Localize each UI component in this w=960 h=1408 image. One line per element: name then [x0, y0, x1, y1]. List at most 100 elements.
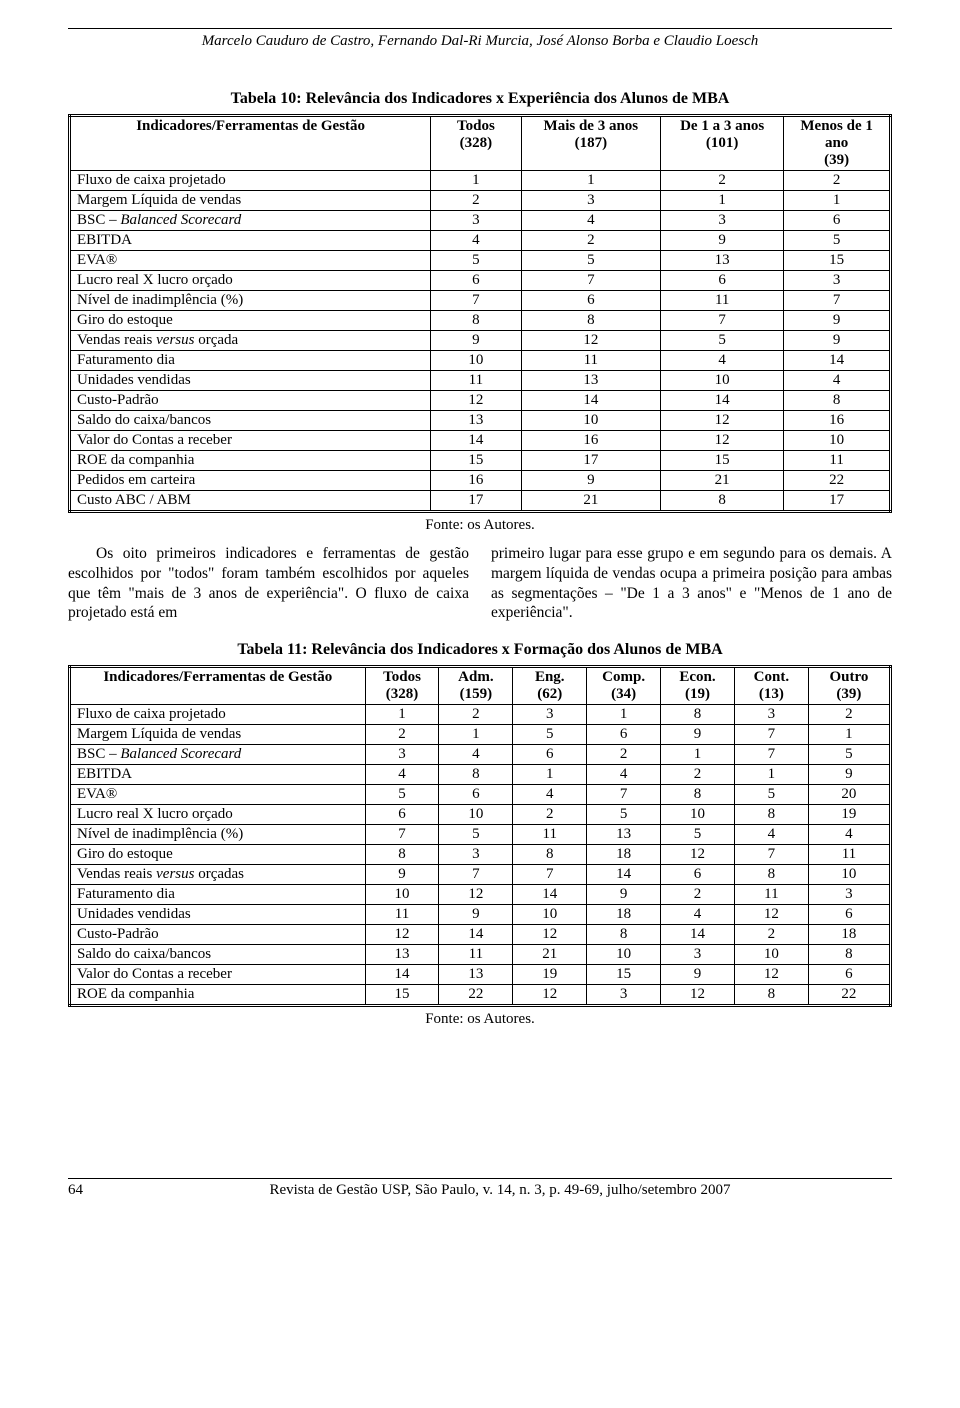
cell: 12: [661, 985, 735, 1006]
cell: 11: [431, 371, 521, 391]
cell: 12: [431, 391, 521, 411]
cell: 9: [431, 331, 521, 351]
cell: 1: [431, 171, 521, 191]
cell: 2: [661, 765, 735, 785]
cell: 7: [365, 825, 439, 845]
table11-source: Fonte: os Autores.: [68, 1011, 892, 1028]
row-label: Valor do Contas a receber: [70, 965, 366, 985]
cell: 5: [513, 725, 587, 745]
table-row: Nível de inadimplência (%)76117: [70, 291, 891, 311]
cell: 8: [734, 805, 808, 825]
cell: 4: [587, 765, 661, 785]
column-header: Todos(328): [365, 667, 439, 705]
column-header: Indicadores/Ferramentas de Gestão: [70, 116, 431, 171]
cell: 4: [431, 231, 521, 251]
cell: 8: [439, 765, 513, 785]
cell: 12: [734, 905, 808, 925]
table-row: Faturamento dia10121492113: [70, 885, 891, 905]
cell: 2: [661, 171, 784, 191]
cell: 6: [365, 805, 439, 825]
table-row: Faturamento dia1011414: [70, 351, 891, 371]
cell: 18: [587, 845, 661, 865]
cell: 8: [365, 845, 439, 865]
cell: 6: [587, 725, 661, 745]
table-row: Pedidos em carteira1692122: [70, 471, 891, 491]
table-row: Custo-Padrão121412814218: [70, 925, 891, 945]
authors-line: Marcelo Cauduro de Castro, Fernando Dal-…: [68, 33, 892, 50]
cell: 17: [521, 451, 661, 471]
cell: 12: [513, 985, 587, 1006]
table-row: Fluxo de caixa projetado1122: [70, 171, 891, 191]
table-row: EBITDA4295: [70, 231, 891, 251]
cell: 8: [784, 391, 891, 411]
cell: 11: [513, 825, 587, 845]
cell: 5: [784, 231, 891, 251]
cell: 3: [587, 985, 661, 1006]
cell: 7: [784, 291, 891, 311]
cell: 4: [365, 765, 439, 785]
journal-line: Revista de Gestão USP, São Paulo, v. 14,…: [108, 1182, 892, 1199]
table-row: Saldo do caixa/bancos131121103108: [70, 945, 891, 965]
row-label: Faturamento dia: [70, 351, 431, 371]
cell: 2: [587, 745, 661, 765]
cell: 15: [661, 451, 784, 471]
cell: 6: [784, 211, 891, 231]
row-label: Vendas reais versus orçada: [70, 331, 431, 351]
cell: 3: [439, 845, 513, 865]
cell: 8: [661, 491, 784, 512]
cell: 2: [808, 705, 890, 725]
cell: 12: [365, 925, 439, 945]
cell: 14: [587, 865, 661, 885]
cell: 10: [661, 371, 784, 391]
cell: 14: [365, 965, 439, 985]
cell: 6: [439, 785, 513, 805]
table-row: ROE da companhia152212312822: [70, 985, 891, 1006]
cell: 3: [521, 191, 661, 211]
cell: 3: [365, 745, 439, 765]
cell: 6: [513, 745, 587, 765]
cell: 10: [784, 431, 891, 451]
cell: 5: [521, 251, 661, 271]
cell: 9: [808, 765, 890, 785]
row-label: Fluxo de caixa projetado: [70, 171, 431, 191]
cell: 7: [734, 725, 808, 745]
table-row: Custo-Padrão1214148: [70, 391, 891, 411]
cell: 13: [661, 251, 784, 271]
table-row: Giro do estoque8879: [70, 311, 891, 331]
cell: 5: [661, 825, 735, 845]
cell: 11: [521, 351, 661, 371]
row-label: Saldo do caixa/bancos: [70, 411, 431, 431]
paragraph-right: primeiro lugar para esse grupo e em segu…: [491, 544, 892, 623]
column-header: Indicadores/Ferramentas de Gestão: [70, 667, 366, 705]
cell: 16: [521, 431, 661, 451]
cell: 10: [661, 805, 735, 825]
cell: 20: [808, 785, 890, 805]
cell: 3: [661, 945, 735, 965]
cell: 4: [521, 211, 661, 231]
cell: 12: [734, 965, 808, 985]
cell: 11: [365, 905, 439, 925]
table-11: Indicadores/Ferramentas de GestãoTodos(3…: [68, 665, 892, 1007]
cell: 7: [587, 785, 661, 805]
table10-source: Fonte: os Autores.: [68, 517, 892, 534]
cell: 3: [431, 211, 521, 231]
cell: 12: [513, 925, 587, 945]
table10-title: Tabela 10: Relevância dos Indicadores x …: [68, 90, 892, 108]
cell: 1: [808, 725, 890, 745]
row-label: BSC – Balanced Scorecard: [70, 745, 366, 765]
column-header: Todos(328): [431, 116, 521, 171]
row-label: EBITDA: [70, 231, 431, 251]
table-row: Valor do Contas a receber14161210: [70, 431, 891, 451]
cell: 22: [439, 985, 513, 1006]
cell: 3: [734, 705, 808, 725]
table-row: ROE da companhia15171511: [70, 451, 891, 471]
cell: 14: [521, 391, 661, 411]
page-footer: 64 Revista de Gestão USP, São Paulo, v. …: [68, 1178, 892, 1199]
table-row: Fluxo de caixa projetado1231832: [70, 705, 891, 725]
table-row: EBITDA4814219: [70, 765, 891, 785]
column-header: Eng.(62): [513, 667, 587, 705]
cell: 6: [808, 965, 890, 985]
cell: 2: [734, 925, 808, 945]
cell: 9: [661, 725, 735, 745]
cell: 19: [808, 805, 890, 825]
